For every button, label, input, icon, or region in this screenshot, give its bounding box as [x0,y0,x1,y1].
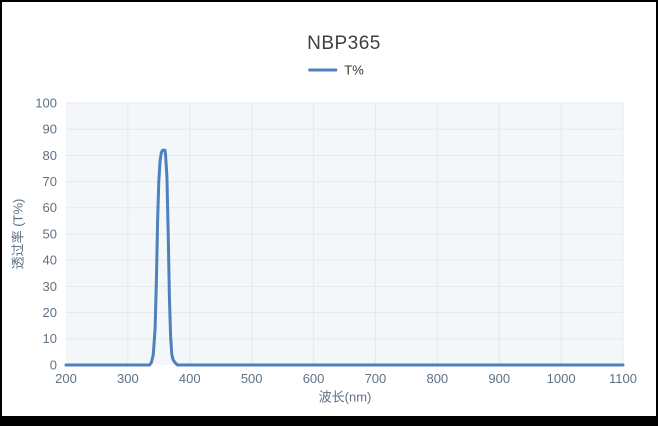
y-axis-title: 透过率 (T%) [10,198,26,270]
x-tick-label: 1000 [547,371,576,386]
y-tick-label: 0 [50,357,57,372]
x-tick-label: 900 [488,371,510,386]
x-tick-label: 300 [117,371,139,386]
legend-item-t-percent[interactable]: T% [308,63,364,78]
chart-title: NBP365 [307,33,381,54]
y-tick-label: 40 [43,253,57,268]
x-tick-label: 1100 [609,371,637,386]
series-line-T% [64,148,625,367]
x-tick-label: 700 [365,371,387,386]
x-tick-label: 400 [179,371,201,386]
y-tick-label: 30 [43,279,57,294]
legend-line-swatch [308,68,338,72]
y-tick-label: 80 [43,148,57,163]
x-tick-label: 600 [303,371,325,386]
y-tick-label: 50 [43,226,57,241]
y-tick-label: 90 [43,122,57,137]
y-tick-label: 70 [43,174,57,189]
x-tick-label: 800 [426,371,448,386]
y-tick-label: 20 [43,305,57,320]
y-tick-label: 10 [43,331,57,346]
y-tick-label: 100 [35,95,57,110]
legend-label: T% [344,62,364,78]
x-tick-label: 200 [55,371,77,386]
x-axis-title: 波长(nm) [318,389,372,405]
x-tick-label: 500 [241,371,263,386]
y-tick-label: 60 [43,200,57,215]
